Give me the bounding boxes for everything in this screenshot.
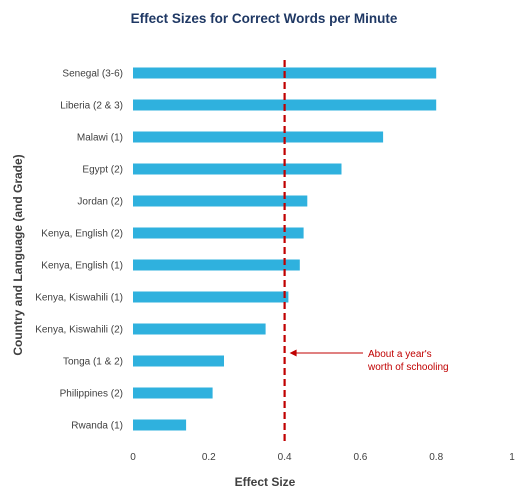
x-tick-label-2: 0.2 [202, 452, 216, 463]
bar-11 [133, 387, 213, 399]
x-tick-label-4: 0.6 [353, 452, 367, 463]
annotation-arrow-head [289, 349, 297, 357]
category-label-2: Liberia (2 & 3) [60, 101, 123, 112]
category-label-11: Philippines (2) [60, 389, 123, 400]
category-label-3: Malawi (1) [77, 133, 123, 144]
category-label-8: Kenya, Kiswahili (1) [35, 293, 123, 304]
bar-8 [133, 291, 289, 303]
category-label-9: Kenya, Kiswahili (2) [35, 325, 123, 336]
category-label-1: Senegal (3-6) [62, 69, 123, 80]
x-tick-label-6: 1 [509, 452, 515, 463]
bar-7 [133, 259, 300, 271]
category-label-7: Kenya, English (1) [41, 261, 123, 272]
bar-6 [133, 227, 304, 239]
annotation-text-line-2: worth of schooling [367, 362, 449, 373]
bar-10 [133, 355, 224, 367]
category-label-5: Jordan (2) [77, 197, 123, 208]
x-axis-title: Effect Size [235, 475, 296, 489]
x-tick-label-5: 0.8 [429, 452, 443, 463]
category-label-12: Rwanda (1) [71, 421, 123, 432]
annotation-text-line-1: About a year's [368, 349, 432, 360]
y-axis-title: Country and Language (and Grade) [11, 154, 25, 355]
x-tick-label-1: 0 [130, 452, 136, 463]
bar-9 [133, 323, 266, 335]
x-tick-labels: 0 0.2 0.4 0.6 0.8 1 [130, 452, 515, 463]
bar-3 [133, 131, 384, 143]
category-label-6: Kenya, English (2) [41, 229, 123, 240]
bar-12 [133, 419, 187, 431]
chart-title: Effect Sizes for Correct Words per Minut… [131, 11, 398, 26]
category-labels: Senegal (3-6) Liberia (2 & 3) Malawi (1) Eg… [35, 69, 123, 432]
bar-4 [133, 163, 342, 175]
x-tick-label-3: 0.4 [278, 452, 292, 463]
category-label-10: Tonga (1 & 2) [63, 357, 123, 368]
category-label-4: Egypt (2) [82, 165, 123, 176]
reference-annotation: About a year's worth of schooling [289, 349, 449, 373]
bar-5 [133, 195, 308, 207]
